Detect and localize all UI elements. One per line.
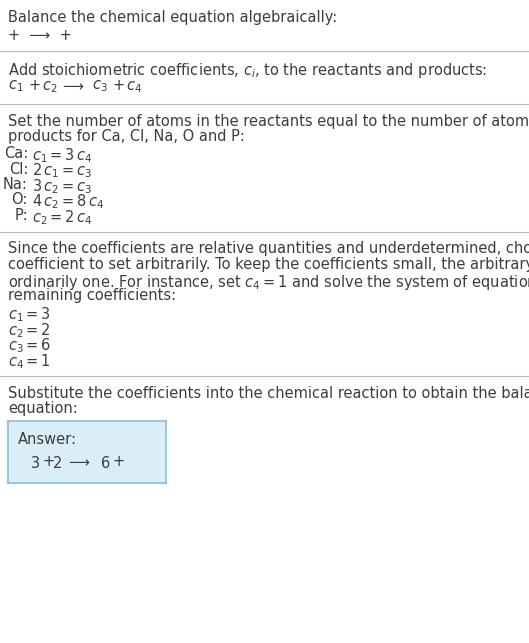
Text: $\longrightarrow$: $\longrightarrow$ xyxy=(66,455,91,469)
Text: ordinarily one. For instance, set $c_4 = 1$ and solve the system of equations fo: ordinarily one. For instance, set $c_4 =… xyxy=(8,273,529,291)
Text: O:: O: xyxy=(12,192,28,208)
Text: $+\,c_4$: $+\,c_4$ xyxy=(112,78,143,95)
Text: Ca:: Ca: xyxy=(4,146,28,161)
Text: equation:: equation: xyxy=(8,401,78,416)
Text: $6$: $6$ xyxy=(100,455,111,471)
Text: Answer:: Answer: xyxy=(18,433,77,448)
Text: $+\,c_2$: $+\,c_2$ xyxy=(28,78,58,95)
Text: products for Ca, Cl, Na, O and P:: products for Ca, Cl, Na, O and P: xyxy=(8,129,245,145)
Text: $2$: $2$ xyxy=(52,455,62,471)
Text: Set the number of atoms in the reactants equal to the number of atoms in the: Set the number of atoms in the reactants… xyxy=(8,114,529,129)
Text: $c_2 = 2$: $c_2 = 2$ xyxy=(8,321,51,340)
Text: $+$: $+$ xyxy=(112,455,125,469)
Text: $2\,c_1 = c_3$: $2\,c_1 = c_3$ xyxy=(32,161,92,180)
Text: Since the coefficients are relative quantities and underdetermined, choose a: Since the coefficients are relative quan… xyxy=(8,242,529,257)
Text: $c_1 = 3\,c_4$: $c_1 = 3\,c_4$ xyxy=(32,146,93,165)
Text: $\longrightarrow$: $\longrightarrow$ xyxy=(60,78,85,93)
Text: $c_3 = 6$: $c_3 = 6$ xyxy=(8,336,51,355)
Text: Balance the chemical equation algebraically:: Balance the chemical equation algebraica… xyxy=(8,10,338,25)
Text: coefficient to set arbitrarily. To keep the coefficients small, the arbitrary va: coefficient to set arbitrarily. To keep … xyxy=(8,257,529,272)
Text: $c_1 = 3$: $c_1 = 3$ xyxy=(8,305,51,324)
Text: $c_2 = 2\,c_4$: $c_2 = 2\,c_4$ xyxy=(32,208,93,227)
Text: Cl:: Cl: xyxy=(8,161,28,176)
Text: $+$: $+$ xyxy=(42,455,54,469)
Text: $3\,c_2 = c_3$: $3\,c_2 = c_3$ xyxy=(32,177,92,195)
Text: Add stoichiometric coefficients, $c_i$, to the reactants and products:: Add stoichiometric coefficients, $c_i$, … xyxy=(8,61,487,80)
Text: $c_3$: $c_3$ xyxy=(92,78,108,95)
Text: $3$: $3$ xyxy=(30,455,40,471)
Text: Substitute the coefficients into the chemical reaction to obtain the balanced: Substitute the coefficients into the che… xyxy=(8,386,529,401)
Text: $c_4 = 1$: $c_4 = 1$ xyxy=(8,352,51,371)
Text: remaining coefficients:: remaining coefficients: xyxy=(8,288,176,303)
Text: P:: P: xyxy=(14,208,28,223)
Text: $c_1$: $c_1$ xyxy=(8,78,24,95)
Text: $4\,c_2 = 8\,c_4$: $4\,c_2 = 8\,c_4$ xyxy=(32,192,104,211)
Text: +  ⟶  +: + ⟶ + xyxy=(8,28,72,42)
Text: Na:: Na: xyxy=(3,177,28,192)
